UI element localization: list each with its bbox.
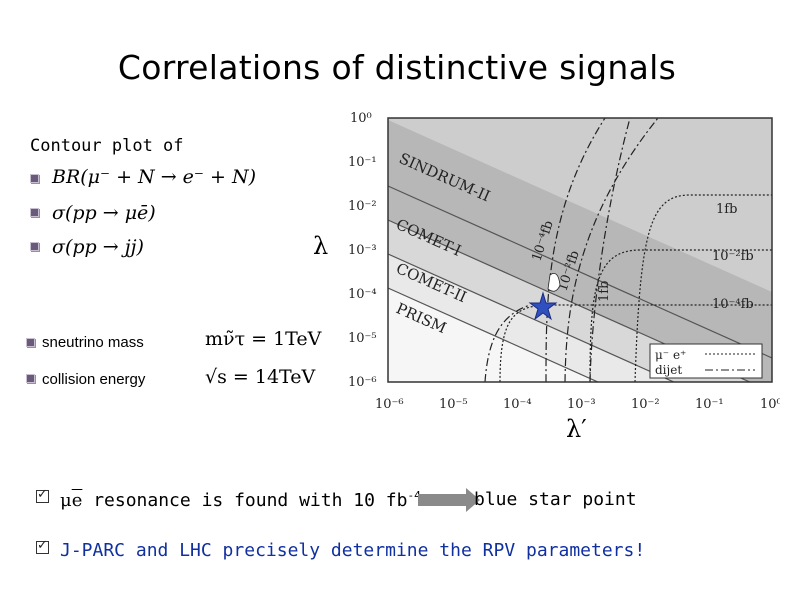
mue-contour-3 <box>564 118 659 382</box>
bullet-icon <box>30 208 39 217</box>
contour-label: Contour plot of <box>30 136 184 156</box>
legend-dijet: dijet <box>655 363 682 377</box>
bullet-icon <box>26 338 35 347</box>
result-line-2: J-PARC and LHC precisely determine the R… <box>60 540 646 561</box>
y-tick-label: 10⁻² <box>348 199 377 214</box>
y-tick-label: 10⁻³ <box>348 243 377 258</box>
x-axis-label: λ′ <box>566 415 587 443</box>
contour-label: 1fb <box>597 281 612 302</box>
param-formula-energy: √s = 14TeV <box>205 366 316 388</box>
star-point-icon <box>528 291 558 321</box>
bullet-icon <box>30 242 39 251</box>
arrow-head-icon <box>466 488 480 512</box>
dijet-contour-2 <box>589 249 772 382</box>
arrow-icon <box>418 494 466 506</box>
y-tick-label: 10⁻¹ <box>348 155 377 170</box>
dijet-contour-3 <box>634 194 772 382</box>
y-axis-label: λ <box>313 232 329 260</box>
x-tick-label: 10⁻² <box>631 397 660 412</box>
x-tick-label: 10⁻³ <box>567 397 596 412</box>
y-tick-label: 10⁻⁴ <box>348 287 377 302</box>
legend-mue: μ⁻ e⁺ <box>655 348 686 362</box>
formula-mue: σ(pp → μē) <box>52 202 156 224</box>
mue-contour-1 <box>484 304 531 382</box>
slide-title: Correlations of distinctive signals <box>117 48 677 87</box>
comet-ii-boundary <box>388 253 676 382</box>
contour-label: 1fb <box>716 202 737 217</box>
x-tick-label: 10⁻⁶ <box>375 397 404 412</box>
contour-label: 10⁻⁴fb <box>712 297 754 312</box>
contour-plot: SINDRUM-II COMET-I COMET-II PRISM 10⁻⁴fb… <box>348 111 780 412</box>
y-tick-label: 10⁰ <box>350 111 372 126</box>
sindrum-boundary <box>388 185 772 359</box>
formula-jj: σ(pp → jj) <box>52 236 144 258</box>
param-formula-mass: mν̃τ = 1TeV <box>205 328 322 350</box>
result-line-1: μe resonance is found with 10 fb-4 <box>60 489 421 511</box>
param-label-energy: collision energy <box>42 371 146 388</box>
bullet-icon <box>30 174 39 183</box>
x-tick-label: 10⁻⁵ <box>439 397 468 412</box>
plot-legend <box>649 343 763 379</box>
param-label-mass: sneutrino mass <box>42 334 144 351</box>
plot-frame <box>387 117 773 383</box>
formula-br: BR(μ⁻ + N → e⁻ + N) <box>52 166 256 188</box>
y-tick-label: 10⁻⁶ <box>348 375 377 390</box>
x-tick-label: 10⁻⁴ <box>503 397 532 412</box>
prism-boundary <box>388 287 600 382</box>
plot-bottom-region <box>388 288 772 382</box>
mue-contour-2 <box>545 118 606 382</box>
checkbox-icon <box>36 486 49 503</box>
blue-star-text: blue star point <box>474 489 637 510</box>
x-tick-label: 10⁻¹ <box>695 397 724 412</box>
bullet-icon <box>26 374 35 383</box>
y-tick-label: 10⁻⁵ <box>348 331 377 346</box>
contour-label: 10⁻²fb <box>712 249 754 264</box>
checkbox-icon <box>36 537 49 554</box>
x-tick-label: 10⁰ <box>760 397 780 412</box>
